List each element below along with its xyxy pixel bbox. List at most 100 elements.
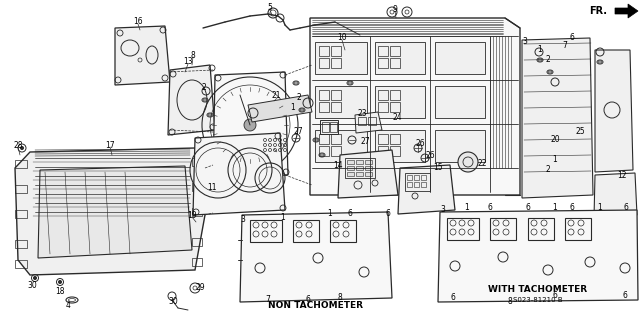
- Circle shape: [244, 119, 256, 131]
- Bar: [319, 102, 329, 112]
- Bar: [407, 182, 412, 187]
- Text: 10: 10: [337, 33, 347, 42]
- Text: S023-81210 B: S023-81210 B: [513, 297, 563, 303]
- Bar: [192, 258, 202, 266]
- Bar: [347, 166, 354, 170]
- Bar: [319, 146, 329, 156]
- Polygon shape: [193, 133, 285, 215]
- Text: 29: 29: [195, 283, 205, 292]
- Bar: [356, 160, 363, 164]
- Text: 1: 1: [328, 209, 332, 218]
- Text: 14: 14: [333, 160, 343, 169]
- Text: 1: 1: [465, 204, 469, 212]
- Circle shape: [458, 152, 478, 172]
- Bar: [405, 173, 430, 191]
- Bar: [322, 122, 329, 132]
- Bar: [378, 134, 388, 144]
- Text: 2: 2: [546, 56, 550, 64]
- Bar: [447, 218, 479, 240]
- Polygon shape: [115, 26, 170, 85]
- Bar: [390, 134, 400, 144]
- Bar: [192, 183, 202, 191]
- Bar: [414, 182, 419, 187]
- Bar: [320, 120, 338, 134]
- Text: 5: 5: [268, 4, 273, 12]
- Bar: [356, 166, 363, 170]
- Bar: [528, 218, 554, 240]
- Bar: [565, 218, 591, 240]
- Bar: [375, 42, 425, 74]
- Bar: [414, 175, 419, 180]
- Text: 8: 8: [338, 293, 342, 302]
- Text: 2: 2: [296, 93, 301, 102]
- Text: 9: 9: [392, 4, 397, 13]
- Polygon shape: [615, 4, 638, 18]
- Circle shape: [33, 277, 36, 279]
- Bar: [331, 46, 341, 56]
- Text: 1: 1: [552, 204, 557, 212]
- Bar: [421, 175, 426, 180]
- Bar: [319, 134, 329, 144]
- Text: 20: 20: [550, 136, 560, 145]
- Text: 6: 6: [348, 209, 353, 218]
- Polygon shape: [213, 72, 288, 178]
- Bar: [315, 42, 367, 74]
- Text: 26: 26: [415, 139, 425, 149]
- Text: 1: 1: [280, 212, 285, 221]
- Text: 6: 6: [525, 204, 531, 212]
- Text: 6: 6: [623, 292, 627, 300]
- Text: 24: 24: [392, 114, 402, 122]
- Polygon shape: [338, 150, 398, 198]
- Bar: [315, 86, 367, 118]
- Bar: [192, 208, 202, 216]
- Text: 6: 6: [451, 293, 456, 302]
- Text: 6: 6: [305, 295, 310, 305]
- Bar: [331, 134, 341, 144]
- Text: 6: 6: [552, 291, 557, 300]
- Bar: [407, 175, 412, 180]
- Text: 3: 3: [440, 205, 445, 214]
- Text: 6: 6: [623, 204, 628, 212]
- Text: FR.: FR.: [589, 6, 607, 16]
- Text: WITH TACHOMETER: WITH TACHOMETER: [488, 286, 588, 294]
- Text: 6: 6: [570, 204, 575, 212]
- Text: 3: 3: [241, 216, 245, 225]
- Text: 1: 1: [538, 46, 542, 55]
- Bar: [315, 130, 367, 162]
- Text: 6: 6: [488, 204, 492, 212]
- Text: 25: 25: [575, 128, 585, 137]
- Text: 11: 11: [207, 183, 217, 192]
- Bar: [375, 86, 425, 118]
- Bar: [390, 58, 400, 68]
- Bar: [390, 90, 400, 100]
- Bar: [330, 122, 337, 132]
- Text: 2: 2: [202, 84, 206, 93]
- Bar: [358, 117, 366, 125]
- Bar: [378, 58, 388, 68]
- Text: 15: 15: [433, 164, 443, 173]
- Bar: [435, 86, 485, 118]
- Bar: [378, 146, 388, 156]
- Bar: [347, 172, 354, 176]
- Bar: [365, 160, 372, 164]
- Bar: [331, 58, 341, 68]
- Bar: [490, 218, 516, 240]
- Bar: [192, 158, 202, 166]
- Bar: [15, 240, 27, 248]
- Text: 8: 8: [508, 298, 513, 307]
- Text: NON TACHOMETER: NON TACHOMETER: [268, 301, 362, 310]
- Text: 16: 16: [133, 18, 143, 26]
- Polygon shape: [168, 65, 215, 135]
- Text: 8: 8: [191, 50, 195, 60]
- Bar: [435, 42, 485, 74]
- Text: 3: 3: [523, 38, 527, 47]
- Bar: [365, 172, 372, 176]
- Text: 4: 4: [65, 301, 70, 310]
- Bar: [435, 130, 485, 162]
- Bar: [390, 46, 400, 56]
- Text: 26: 26: [425, 152, 435, 160]
- Text: 1: 1: [598, 204, 602, 212]
- Bar: [378, 46, 388, 56]
- Bar: [390, 146, 400, 156]
- Bar: [421, 182, 426, 187]
